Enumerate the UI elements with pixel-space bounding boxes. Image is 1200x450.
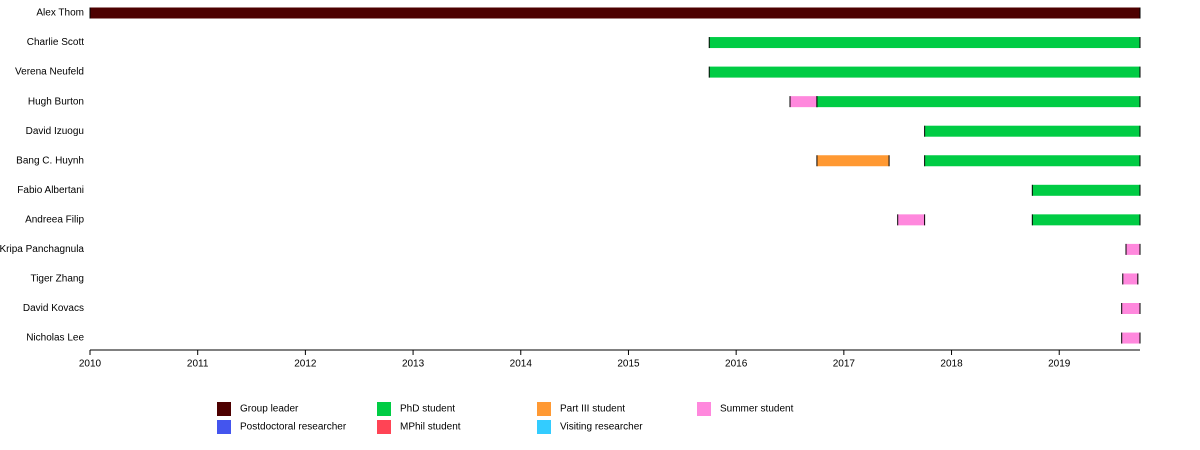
x-tick-label: 2016: [725, 359, 748, 370]
bar: [90, 7, 1140, 19]
bar: [816, 96, 1140, 108]
legend-swatch: [217, 402, 231, 416]
bar: [924, 125, 1140, 137]
legend-label: Summer student: [720, 404, 794, 415]
bar: [897, 214, 925, 226]
legend-swatch: [537, 402, 551, 416]
bar: [1121, 332, 1140, 344]
row-label: Hugh Burton: [28, 96, 84, 107]
row-label: Charlie Scott: [27, 37, 84, 48]
legend-swatch: [217, 420, 231, 434]
row-label: Nicholas Lee: [26, 333, 84, 344]
bar: [924, 155, 1140, 167]
row-label: Andreea Filip: [25, 214, 84, 225]
row-label: Kripa Panchagnula: [0, 244, 84, 255]
legend-label: Visiting researcher: [560, 422, 643, 433]
x-tick-label: 2012: [294, 359, 317, 370]
legend-swatch: [537, 420, 551, 434]
row-label: Bang C. Huynh: [16, 155, 84, 166]
row-label: David Kovacs: [23, 303, 84, 314]
bar: [1032, 184, 1140, 196]
legend-label: MPhil student: [400, 422, 461, 433]
bar: [1122, 273, 1138, 285]
legend-label: Postdoctoral researcher: [240, 422, 347, 433]
legend-swatch: [377, 420, 391, 434]
row-label: Verena Neufeld: [15, 67, 84, 78]
row-label: Fabio Albertani: [17, 185, 84, 196]
row-label: Alex Thom: [36, 8, 84, 19]
legend-label: PhD student: [400, 404, 455, 415]
x-tick-label: 2018: [940, 359, 963, 370]
bar: [709, 66, 1140, 78]
row-label: Tiger Zhang: [30, 274, 84, 285]
row-label: David Izuogu: [26, 126, 84, 137]
bar: [1126, 243, 1140, 255]
legend-label: Group leader: [240, 404, 299, 415]
legend-label: Part III student: [560, 404, 625, 415]
x-tick-label: 2013: [402, 359, 425, 370]
legend-swatch: [377, 402, 391, 416]
legend-swatch: [697, 402, 711, 416]
bar: [1121, 303, 1140, 314]
bar: [790, 96, 817, 108]
x-tick-label: 2014: [510, 359, 533, 370]
bar: [816, 155, 890, 167]
bar: [1032, 214, 1140, 226]
bar: [709, 37, 1140, 49]
x-tick-label: 2011: [187, 359, 209, 370]
x-tick-label: 2015: [617, 359, 640, 370]
x-tick-label: 2019: [1048, 359, 1071, 370]
x-tick-label: 2010: [79, 359, 102, 370]
x-tick-label: 2017: [833, 359, 856, 370]
